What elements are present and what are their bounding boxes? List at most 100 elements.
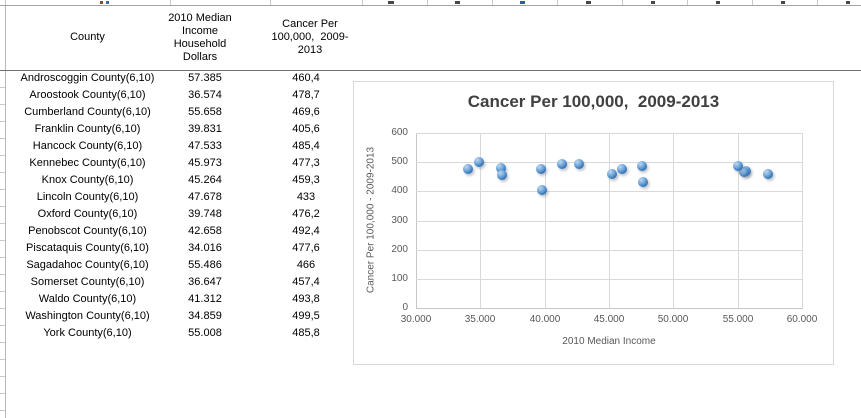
cell-county[interactable]: Knox County(6,10): [41, 174, 134, 186]
cell-cancer[interactable]: 478,7: [292, 89, 320, 101]
cell-cancer[interactable]: 493,8: [292, 293, 320, 305]
sheet-row-gridline: [0, 87, 5, 88]
cell-income[interactable]: 36.647: [188, 276, 222, 288]
cell-county[interactable]: Franklin County(6,10): [34, 123, 141, 135]
table-row[interactable]: Piscataquis County(6,10) 34.016 477,6: [0, 240, 370, 257]
cell-income[interactable]: 45.973: [188, 157, 222, 169]
cell-cancer[interactable]: 405,6: [292, 123, 320, 135]
header-income[interactable]: 2010 Median Income Household Dollars: [168, 11, 232, 63]
table-row[interactable]: Franklin County(6,10) 39.831 405,6: [0, 121, 370, 138]
cell-county[interactable]: Cumberland County(6,10): [24, 106, 151, 118]
table-row[interactable]: Hancock County(6,10) 47.533 485,4: [0, 138, 370, 155]
cell-county[interactable]: Hancock County(6,10): [32, 140, 143, 152]
scatter-point[interactable]: [496, 169, 507, 180]
cell-income[interactable]: 34.859: [188, 310, 222, 322]
sheet-row-gridline: [0, 308, 5, 309]
cell-income[interactable]: 55.486: [188, 259, 222, 271]
cell-income[interactable]: 55.658: [188, 106, 222, 118]
cell-county[interactable]: Washington County(6,10): [25, 310, 150, 322]
cell-county[interactable]: Piscataquis County(6,10): [26, 242, 149, 254]
scatter-point[interactable]: [556, 158, 567, 169]
y-tick-label: 500: [391, 156, 408, 167]
scatter-point[interactable]: [763, 168, 774, 179]
chart-title: Cancer Per 100,000, 2009-2013: [467, 92, 720, 111]
cell-income[interactable]: 45.264: [188, 174, 222, 186]
sheet-row-gridline: [0, 223, 5, 224]
chart-horizontal-gridline: [416, 221, 803, 222]
scatter-point[interactable]: [537, 184, 548, 195]
table-row[interactable]: Penobscot County(6,10) 42.658 492,4: [0, 223, 370, 240]
scatter-point[interactable]: [462, 163, 473, 174]
table-row[interactable]: Cumberland County(6,10) 55.658 469,6: [0, 104, 370, 121]
table-row[interactable]: Kennebec County(6,10) 45.973 477,3: [0, 155, 370, 172]
cell-cancer[interactable]: 492,4: [292, 225, 320, 237]
cell-county[interactable]: Somerset County(6,10): [30, 276, 145, 288]
table-row[interactable]: Somerset County(6,10) 36.647 457,4: [0, 274, 370, 291]
county-table-body: Androscoggin County(6,10) 57.385 460,4 Aroo…: [0, 70, 370, 342]
cell-income[interactable]: 47.533: [188, 140, 222, 152]
scatter-point[interactable]: [738, 167, 749, 178]
sheet-row-gridline: [0, 359, 5, 360]
cell-cancer[interactable]: 460,4: [292, 72, 320, 84]
cell-income[interactable]: 39.831: [188, 123, 222, 135]
cell-county[interactable]: York County(6,10): [43, 327, 132, 339]
cell-cancer[interactable]: 485,8: [292, 327, 320, 339]
table-row[interactable]: Lincoln County(6,10) 47.678 433: [0, 189, 370, 206]
scatter-point[interactable]: [473, 157, 484, 168]
cell-cancer[interactable]: 433: [296, 191, 316, 203]
cell-cancer[interactable]: 466: [296, 259, 316, 271]
scatter-point[interactable]: [573, 159, 584, 170]
cell-county[interactable]: Lincoln County(6,10): [36, 191, 139, 203]
scatter-point[interactable]: [607, 169, 618, 180]
chart-vertical-gridline: [673, 133, 674, 308]
cell-cancer[interactable]: 459,3: [292, 174, 320, 186]
chart-vertical-gridline: [738, 133, 739, 308]
scatter-point[interactable]: [495, 163, 506, 174]
cell-county[interactable]: Waldo County(6,10): [38, 293, 137, 305]
table-row[interactable]: Androscoggin County(6,10) 57.385 460,4: [0, 70, 370, 87]
cell-county[interactable]: Kennebec County(6,10): [29, 157, 146, 169]
y-tick-label: 100: [391, 273, 408, 284]
scatter-chart[interactable]: [353, 81, 834, 365]
cell-county[interactable]: Penobscot County(6,10): [28, 225, 147, 237]
table-row[interactable]: Oxford County(6,10) 39.748 476,2: [0, 206, 370, 223]
sheet-row-gridline: [0, 325, 5, 326]
sheet-row-gridline: [0, 189, 5, 190]
sheet-row-gridline: [0, 257, 5, 258]
table-row[interactable]: Waldo County(6,10) 41.312 493,8: [0, 291, 370, 308]
table-row[interactable]: Aroostook County(6,10) 36.574 478,7: [0, 87, 370, 104]
cell-cancer[interactable]: 485,4: [292, 140, 320, 152]
cell-county[interactable]: Sagadahoc County(6,10): [26, 259, 149, 271]
cell-county[interactable]: Oxford County(6,10): [37, 208, 138, 220]
x-tick-label: 55.000: [722, 314, 754, 325]
cell-cancer[interactable]: 476,2: [292, 208, 320, 220]
scatter-point[interactable]: [732, 161, 743, 172]
cell-cancer[interactable]: 499,5: [292, 310, 320, 322]
sheet-row-gridline: [0, 240, 5, 241]
cell-income[interactable]: 47.678: [188, 191, 222, 203]
cell-income[interactable]: 55.008: [188, 327, 222, 339]
scatter-point[interactable]: [636, 161, 647, 172]
cell-cancer[interactable]: 469,6: [292, 106, 320, 118]
table-row[interactable]: Sagadahoc County(6,10) 55.486 466: [0, 257, 370, 274]
cell-county[interactable]: Aroostook County(6,10): [29, 89, 146, 101]
chart-vertical-gridline: [609, 133, 610, 308]
cell-income[interactable]: 36.574: [188, 89, 222, 101]
scatter-point[interactable]: [536, 164, 547, 175]
header-county[interactable]: County: [70, 31, 105, 43]
cell-income[interactable]: 42.658: [188, 225, 222, 237]
cell-county[interactable]: Androscoggin County(6,10): [20, 72, 155, 84]
cell-income[interactable]: 34.016: [188, 242, 222, 254]
cell-income[interactable]: 57.385: [188, 72, 222, 84]
table-row[interactable]: Washington County(6,10) 34.859 499,5: [0, 308, 370, 325]
cell-cancer[interactable]: 457,4: [292, 276, 320, 288]
cell-cancer[interactable]: 477,3: [292, 157, 320, 169]
cell-income[interactable]: 41.312: [188, 293, 222, 305]
header-cancer[interactable]: Cancer Per 100,000, 2009- 2013: [271, 18, 349, 56]
scatter-point[interactable]: [638, 176, 649, 187]
scatter-point[interactable]: [616, 163, 627, 174]
cell-cancer[interactable]: 477,6: [292, 242, 320, 254]
table-row[interactable]: Knox County(6,10) 45.264 459,3: [0, 172, 370, 189]
cell-income[interactable]: 39.748: [188, 208, 222, 220]
table-row[interactable]: York County(6,10) 55.008 485,8: [0, 325, 370, 342]
